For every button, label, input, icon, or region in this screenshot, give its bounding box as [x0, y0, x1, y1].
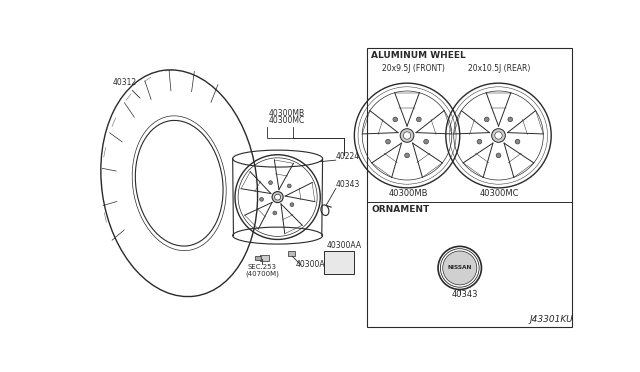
- Circle shape: [484, 117, 489, 122]
- Text: SEC.253: SEC.253: [248, 264, 276, 270]
- Circle shape: [495, 132, 502, 139]
- Circle shape: [404, 153, 410, 158]
- Circle shape: [400, 129, 414, 142]
- Circle shape: [508, 117, 513, 122]
- Text: ALUMINUM WHEEL: ALUMINUM WHEEL: [371, 51, 466, 61]
- Circle shape: [272, 192, 283, 203]
- Circle shape: [275, 194, 280, 200]
- Circle shape: [492, 129, 506, 142]
- Text: ORNAMENT: ORNAMENT: [371, 205, 429, 215]
- Text: 40312: 40312: [113, 78, 137, 87]
- Bar: [288, 251, 296, 256]
- Text: 40300MC: 40300MC: [480, 189, 520, 198]
- Bar: [260, 255, 269, 261]
- Text: 40300MC: 40300MC: [268, 116, 305, 125]
- Text: 40343: 40343: [336, 180, 360, 189]
- Text: 40343: 40343: [452, 290, 479, 299]
- Circle shape: [269, 181, 273, 185]
- Circle shape: [290, 203, 294, 206]
- Circle shape: [417, 117, 421, 122]
- Text: J43301KU: J43301KU: [529, 315, 573, 324]
- Circle shape: [403, 132, 411, 139]
- Circle shape: [515, 139, 520, 144]
- Text: 40300MB: 40300MB: [268, 109, 305, 118]
- Circle shape: [496, 153, 501, 158]
- Circle shape: [260, 198, 264, 201]
- Circle shape: [386, 139, 390, 144]
- Text: 20x10.5J (REAR): 20x10.5J (REAR): [467, 64, 530, 73]
- Bar: [367, 48, 572, 327]
- Text: 40300AA: 40300AA: [326, 241, 362, 250]
- Text: 40300MB: 40300MB: [388, 189, 428, 198]
- Circle shape: [393, 117, 397, 122]
- Circle shape: [273, 211, 276, 215]
- Circle shape: [287, 184, 291, 188]
- Circle shape: [443, 251, 477, 285]
- Circle shape: [477, 139, 482, 144]
- Bar: [324, 251, 353, 274]
- Text: NISSAN: NISSAN: [447, 266, 472, 270]
- Bar: [255, 256, 260, 260]
- Text: 20x9.5J (FRONT): 20x9.5J (FRONT): [382, 64, 445, 73]
- Text: 40300A: 40300A: [296, 260, 325, 269]
- Text: 40224: 40224: [336, 152, 360, 161]
- Circle shape: [424, 139, 428, 144]
- Text: (40700M): (40700M): [245, 271, 279, 277]
